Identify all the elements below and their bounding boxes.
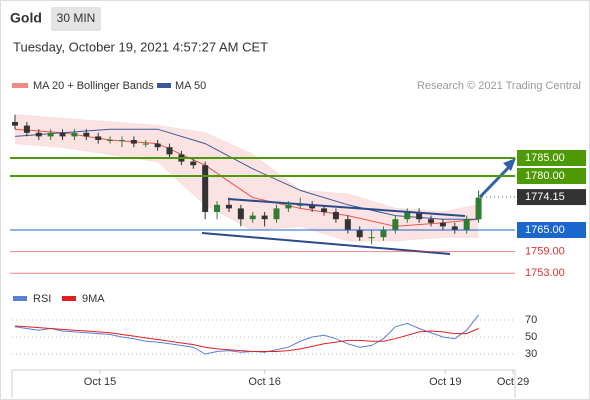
- y-tick-label: 30: [525, 348, 537, 360]
- candle-body: [380, 230, 387, 238]
- level-label: 1780.00: [525, 170, 565, 182]
- legend-swatch: [62, 296, 76, 301]
- candle-body: [273, 208, 280, 220]
- candle-body: [71, 132, 78, 137]
- x-tick-label: Oct 15: [84, 376, 116, 388]
- level-label: 1759.00: [525, 246, 565, 258]
- ma-line: [14, 128, 479, 227]
- candle-body: [309, 204, 316, 209]
- candle-body: [356, 230, 363, 238]
- candle-body: [118, 140, 125, 141]
- candle-body: [332, 212, 339, 220]
- candle-body: [107, 140, 114, 141]
- legend-label: 9MA: [82, 293, 105, 305]
- source: Research © 2021 Trading Central: [417, 80, 581, 92]
- candle-body: [451, 226, 458, 230]
- candle-body: [237, 208, 244, 220]
- level-label: 1765.00: [525, 224, 565, 236]
- candle-body: [368, 237, 375, 239]
- level-label: 1774.15: [525, 191, 565, 203]
- forecast-arrow: [478, 164, 512, 199]
- candle-body: [344, 219, 351, 230]
- level-label: 1753.00: [525, 267, 565, 279]
- interval[interactable]: 30 MIN: [57, 11, 96, 25]
- candle-body: [130, 140, 137, 144]
- legend-swatch: [157, 83, 171, 88]
- indicator-line: [14, 325, 479, 352]
- interval-box[interactable]: [51, 7, 101, 31]
- candle-body: [95, 136, 102, 140]
- candle-body: [297, 204, 304, 206]
- indicator-line: [14, 314, 479, 355]
- ma-line: [14, 128, 479, 220]
- candle-body: [47, 132, 54, 137]
- y-tick-label: 50: [525, 331, 537, 343]
- candle-body: [83, 132, 90, 137]
- y-tick-label: 70: [525, 314, 537, 326]
- candle-body: [35, 132, 42, 137]
- x-tick-label: Oct 16: [248, 376, 280, 388]
- candle-body: [249, 215, 256, 220]
- candle-body: [12, 122, 18, 126]
- trend-line: [227, 198, 466, 217]
- trend-line: [201, 232, 451, 255]
- candle-body: [202, 165, 209, 212]
- candle-body: [142, 143, 149, 145]
- legend-label: MA 20 + Bollinger Bands: [33, 80, 154, 92]
- candle-body: [428, 219, 435, 223]
- candle-body: [416, 212, 423, 220]
- candle-body: [190, 161, 197, 166]
- candle-body: [475, 197, 482, 220]
- candle-body: [463, 219, 470, 230]
- legend-label: RSI: [33, 293, 51, 305]
- timestamp: Tuesday, October 19, 2021 4:57:27 AM CET: [13, 39, 268, 54]
- candle-body: [321, 208, 328, 212]
- legend-label: MA 50: [175, 80, 206, 92]
- level-box: [517, 189, 586, 206]
- level-box: [517, 150, 586, 166]
- candle-body: [23, 125, 30, 133]
- legend-swatch: [12, 83, 28, 88]
- x-tick-label: Oct 19: [429, 376, 461, 388]
- level-box: [517, 168, 586, 184]
- x-tick-label: Oct 29: [497, 376, 529, 388]
- candle-body: [225, 204, 232, 209]
- candle-body: [285, 204, 292, 209]
- candle-body: [214, 204, 221, 212]
- candle-body: [166, 147, 173, 155]
- symbol: Gold: [10, 10, 42, 26]
- candle-body: [261, 215, 268, 220]
- forecast-arrow-head: [503, 158, 516, 171]
- band-edge: [14, 114, 479, 213]
- candle-body: [154, 143, 161, 148]
- candle-body: [59, 132, 66, 137]
- candle-body: [439, 222, 446, 227]
- candle-body: [404, 212, 411, 220]
- level-box: [517, 222, 586, 238]
- candle-body: [392, 219, 399, 230]
- level-label: 1785.00: [525, 152, 565, 164]
- legend-swatch: [13, 296, 27, 301]
